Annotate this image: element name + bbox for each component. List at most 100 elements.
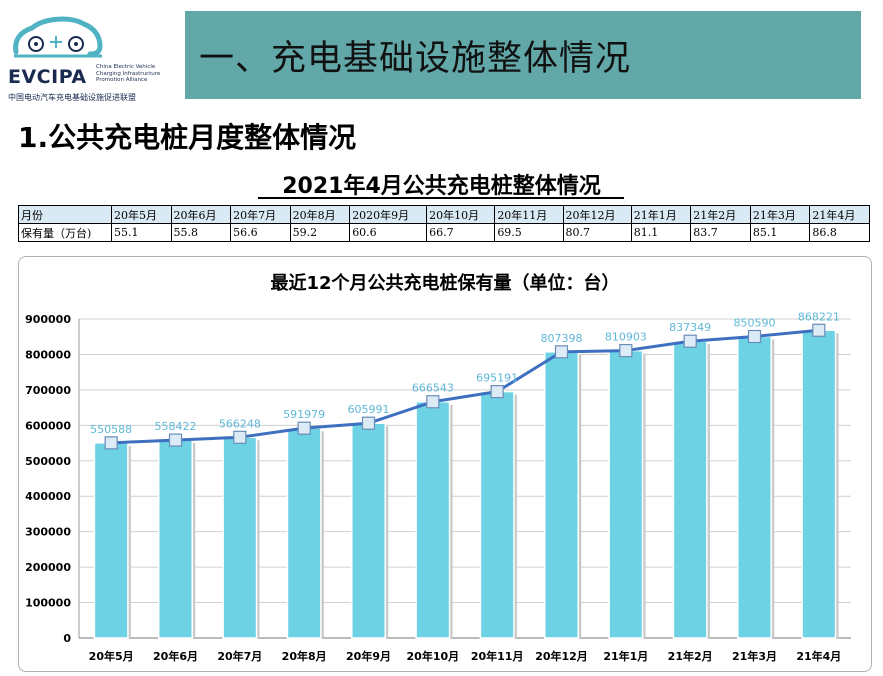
table-value-cell: 56.6 (230, 223, 291, 242)
bar (737, 335, 772, 639)
y-tick-label: 400000 (25, 490, 71, 503)
data-table: 月份 20年5月 20年6月 20年7月 20年8月 2020年9月 20年10月 20年1… (18, 205, 870, 242)
table-header-cell: 20年7月 (230, 205, 291, 224)
bar (351, 422, 386, 639)
bar (158, 439, 193, 639)
table-header-label: 月份 (18, 205, 112, 224)
series-line (111, 328, 819, 445)
table-value-cell: 86.8 (809, 223, 870, 242)
x-tick-label: 20年12月 (535, 649, 588, 663)
x-tick-label: 21年2月 (668, 649, 713, 663)
x-tick-label: 20年10月 (407, 649, 460, 663)
table-header-cell: 21年2月 (690, 205, 751, 224)
x-tick-label: 21年4月 (796, 649, 841, 663)
logo: EVCIPA China Electric Vehicle Charging I… (0, 0, 176, 104)
data-label: 566248 (219, 417, 261, 430)
bar (544, 351, 579, 639)
table-header-cell: 20年11月 (494, 205, 564, 224)
x-tick-label: 20年6月 (153, 649, 198, 663)
table-value-cell: 83.7 (690, 223, 751, 242)
data-label: 550588 (90, 423, 132, 436)
bar (479, 390, 515, 639)
data-label: 695191 (476, 372, 518, 385)
title-bar: 一、充电基础设施整体情况 (185, 11, 861, 99)
data-label: 850590 (734, 317, 776, 330)
y-tick-label: 900000 (25, 313, 71, 326)
y-tick-label: 300000 (25, 526, 71, 539)
chart-panel: 最近12个月公共充电桩保有量（单位：台） 0 100000 200000 300000 4… (18, 256, 872, 672)
table-value-cell: 55.8 (170, 223, 232, 242)
logo-name: EVCIPA (8, 66, 87, 88)
table-title: 2021年4月公共充电桩整体情况 (282, 174, 601, 199)
line-marker (168, 433, 183, 447)
table-value-cell: 85.1 (749, 223, 811, 242)
bar-line-chart: 最近12个月公共充电桩保有量（单位：台） 0 100000 200000 300000 4… (25, 272, 851, 663)
line-marker (361, 416, 376, 430)
table-value-cell: 55.1 (111, 223, 172, 242)
line-marker (619, 343, 633, 358)
table-value-cell: 66.7 (426, 223, 496, 242)
table-title-underline (258, 197, 624, 199)
x-tick-label: 21年3月 (732, 649, 777, 663)
data-label: 837349 (669, 321, 711, 334)
table-header-cell: 21年4月 (809, 205, 870, 224)
data-label: 807398 (541, 332, 583, 345)
logo-chinese-name: 中国电动汽车充电基础设施促进联盟 (8, 93, 136, 102)
y-tick-label: 600000 (25, 419, 71, 432)
table-header-cell: 20年8月 (289, 205, 351, 224)
line-marker (233, 430, 247, 444)
line-marker (747, 329, 762, 344)
line-marker (812, 323, 826, 337)
line-marker (490, 384, 504, 399)
line-marker (683, 334, 697, 348)
line-marker (554, 345, 569, 359)
ev-car-logo-icon (13, 16, 103, 58)
y-tick-label: 800000 (25, 348, 71, 361)
logo-english-name: China Electric Vehicle Charging Infrastr… (96, 64, 161, 83)
table-value-cell: 80.7 (562, 223, 632, 242)
x-tick-label: 20年8月 (282, 649, 327, 663)
x-tick-label: 20年7月 (217, 649, 262, 663)
data-label: 558422 (155, 420, 197, 433)
table-header-row: 月份 20年5月 20年6月 20年7月 20年8月 2020年9月 20年10月 20年1… (18, 205, 870, 224)
bar (608, 349, 644, 639)
table-row-label: 保有量（万台) (18, 223, 112, 242)
table-value-row: 保有量（万台) 55.1 55.8 56.6 59.2 60.6 66.7 69.5 80.7… (18, 223, 870, 242)
x-tick-label: 20年9月 (346, 649, 391, 663)
table-header-cell: 21年3月 (749, 205, 811, 224)
line-marker (104, 436, 118, 450)
page-title: 一、充电基础设施整体情况 (199, 38, 632, 79)
table-header-cell: 20年5月 (111, 205, 172, 224)
x-tick-label: 21年1月 (603, 649, 648, 663)
y-tick-label: 200000 (25, 561, 71, 574)
bar (93, 442, 129, 639)
table-value-cell: 81.1 (630, 223, 692, 242)
table-header-cell: 21年1月 (630, 205, 692, 224)
x-tick-label: 20年11月 (471, 649, 524, 663)
y-tick-label: 0 (63, 632, 71, 645)
bar (222, 436, 258, 639)
x-tick-label: 20年5月 (89, 649, 134, 663)
table-header-cell: 2020年9月 (349, 205, 428, 224)
line-marker (297, 421, 311, 435)
table-value-cell: 60.6 (349, 223, 428, 242)
bar (672, 340, 708, 639)
data-label: 868221 (798, 310, 840, 323)
data-label: 605991 (348, 403, 390, 416)
table-value-cell: 59.2 (289, 223, 351, 242)
y-tick-label: 100000 (25, 597, 71, 610)
section-subtitle: 1.公共充电桩月度整体情况 (18, 121, 357, 154)
bar (801, 329, 837, 639)
data-label: 591979 (283, 408, 325, 421)
table-value-cell: 69.5 (494, 223, 564, 242)
y-tick-label: 500000 (25, 455, 71, 468)
table-header-cell: 20年12月 (562, 205, 632, 224)
y-tick-label: 700000 (25, 384, 71, 397)
line-marker (426, 395, 440, 409)
table-header-cell: 20年10月 (426, 205, 496, 224)
data-label: 666543 (412, 382, 454, 395)
chart-title: 最近12个月公共充电桩保有量（单位：台） (270, 272, 619, 294)
data-label: 810903 (605, 331, 647, 344)
table-header-cell: 20年6月 (170, 205, 232, 224)
bar (415, 400, 451, 639)
